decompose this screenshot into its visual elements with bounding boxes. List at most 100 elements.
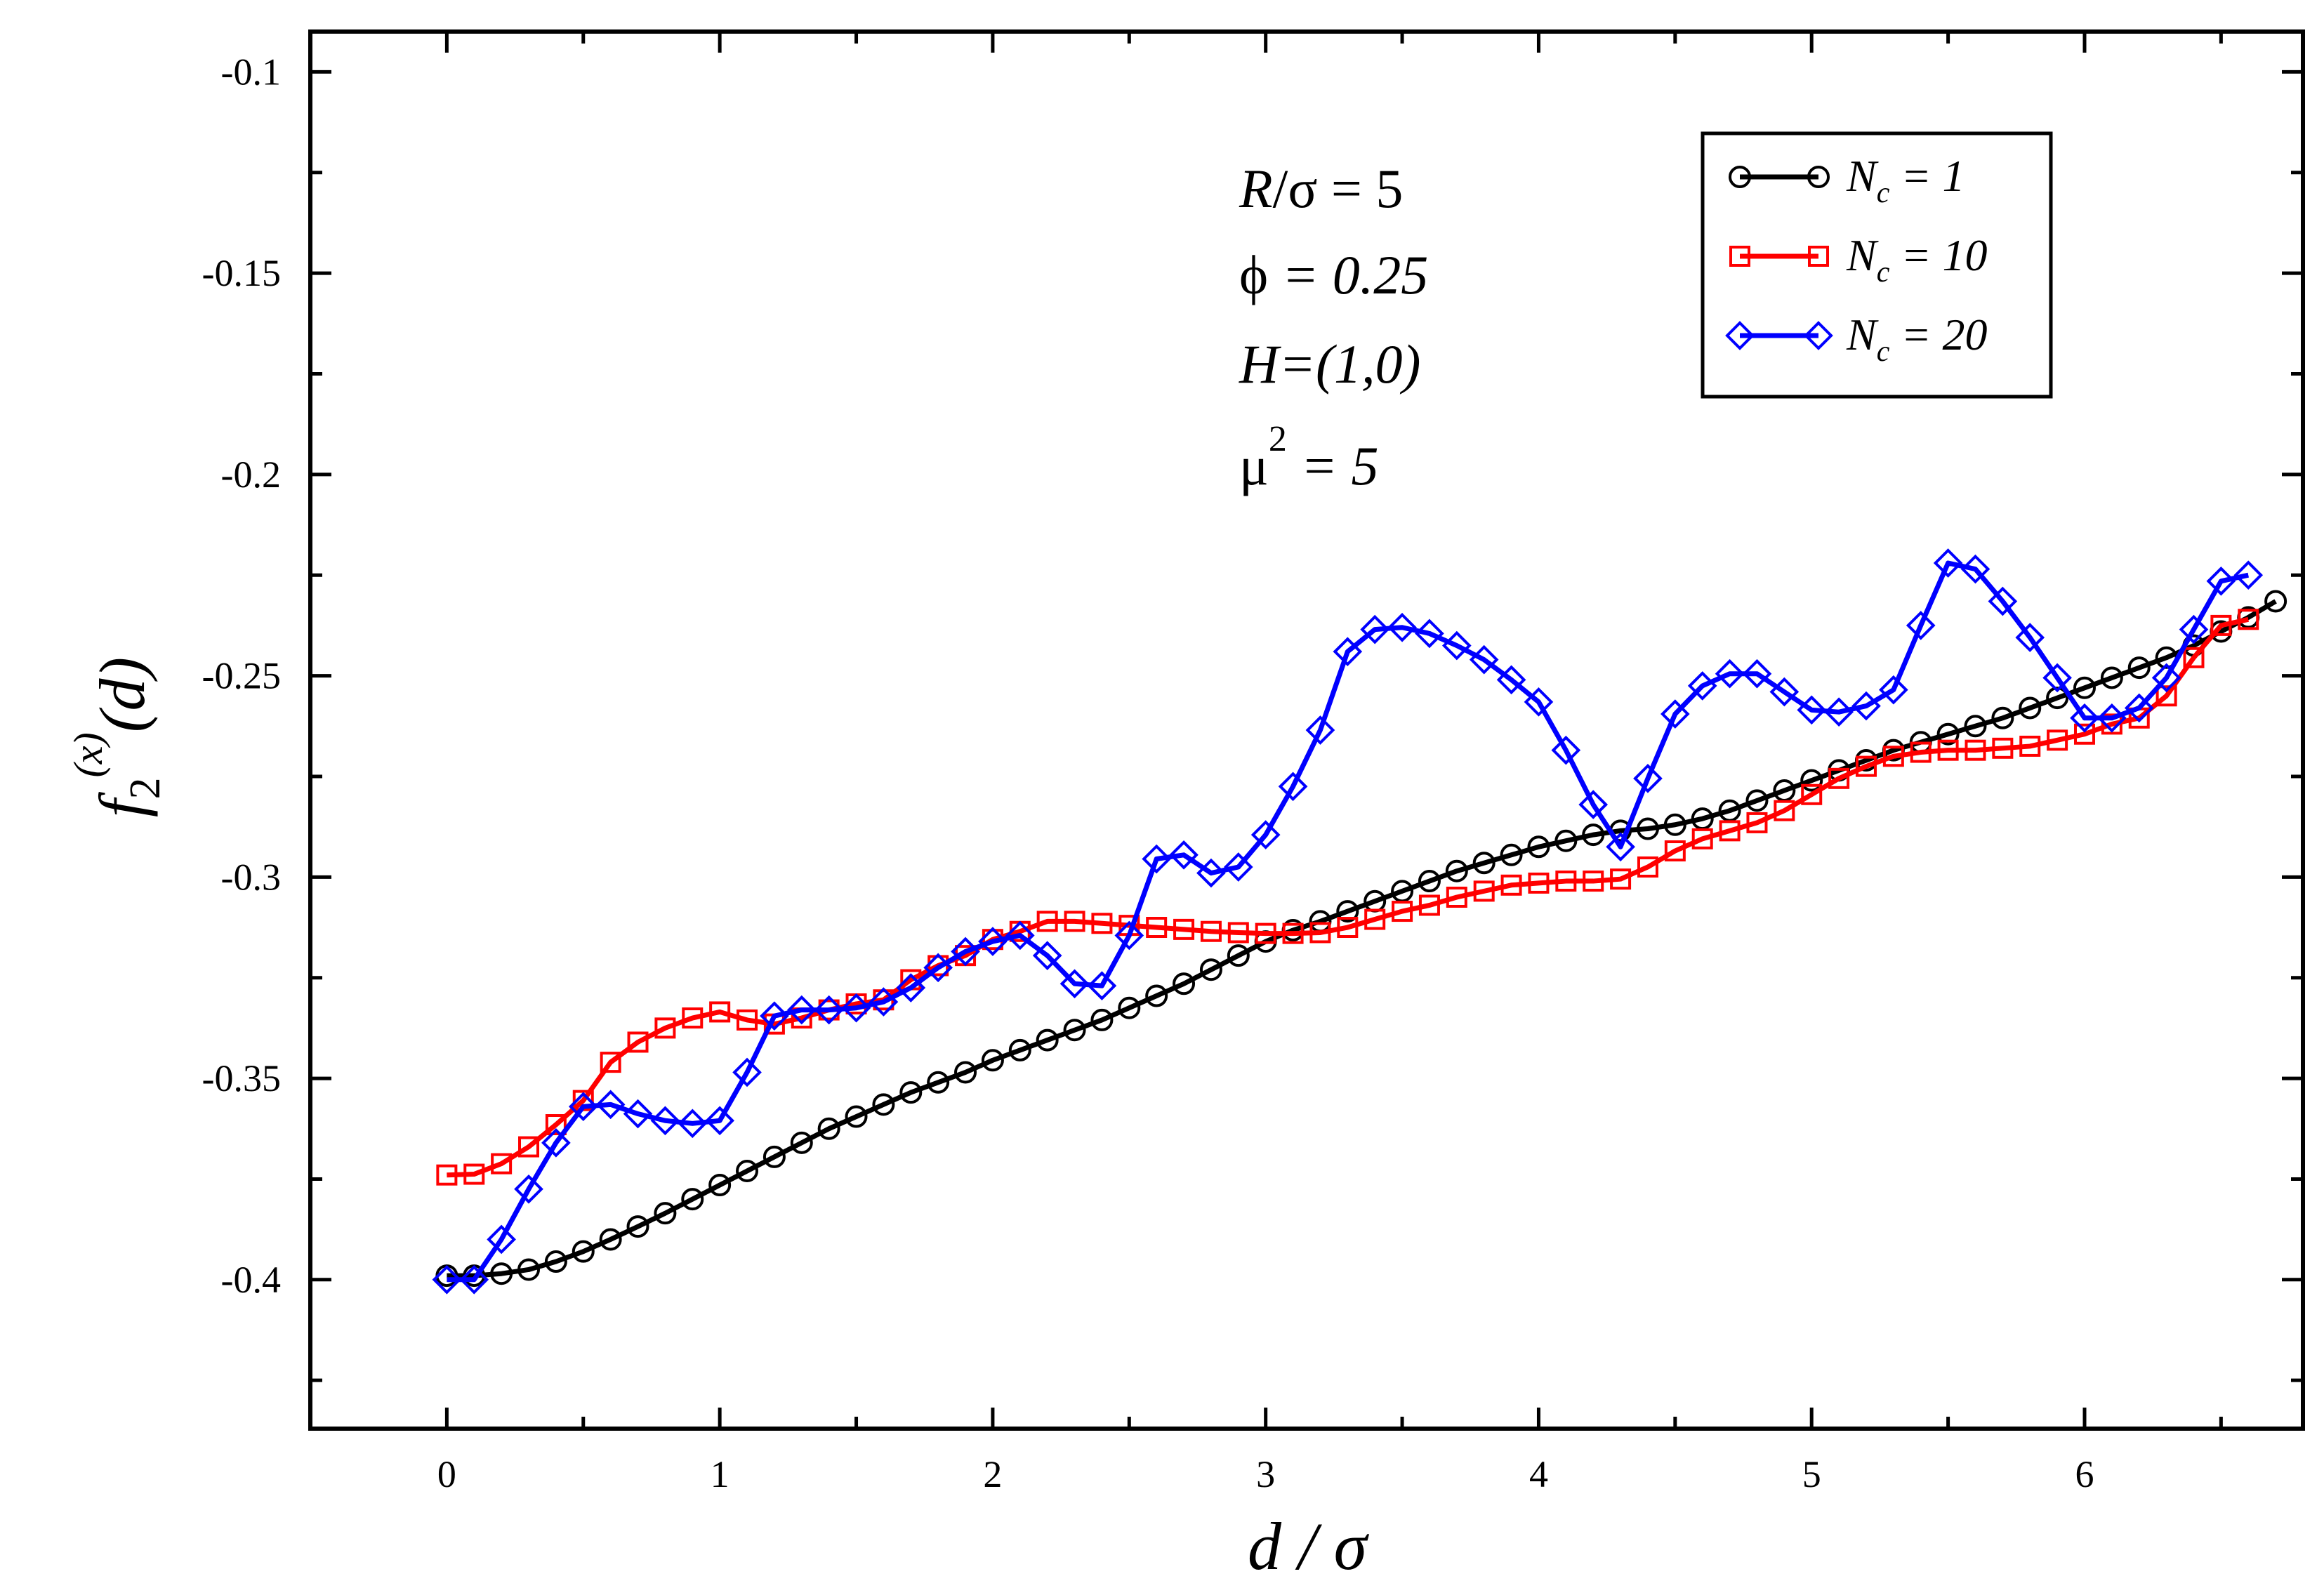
data-point [514, 1174, 543, 1204]
annotation-r-sigma: R/σ = 5 [1239, 158, 1403, 219]
plot-frame [308, 29, 2305, 1431]
data-point [732, 1057, 762, 1087]
data-point [1173, 918, 1195, 940]
data-point [709, 1001, 731, 1023]
data-point [1551, 735, 1581, 765]
data-point [1469, 644, 1499, 675]
data-point [737, 1009, 758, 1031]
data-point [2151, 663, 2181, 693]
data-point [1114, 920, 1144, 951]
data-point [1199, 958, 1222, 981]
data-point [1855, 755, 1877, 777]
legend-label-2: Nc = 10 [1846, 230, 1988, 289]
data-point [1500, 874, 1522, 896]
legend-marker [1725, 321, 1755, 350]
data-point [1196, 858, 1226, 888]
data-point [623, 1099, 653, 1129]
data-point [1637, 856, 1658, 878]
data-point [1146, 917, 1168, 939]
data-point [2100, 666, 2123, 689]
data-point [927, 1071, 950, 1094]
y-tick-label: -0.3 [221, 856, 281, 898]
data-point [678, 1109, 708, 1139]
data-point [1906, 611, 1936, 640]
data-point [1797, 695, 1827, 725]
data-point [2155, 685, 2177, 707]
series-layer [432, 548, 2287, 1295]
data-point [2124, 693, 2154, 723]
data-point [1960, 554, 1990, 584]
data-point [1472, 852, 1496, 875]
data-point [490, 1262, 513, 1285]
data-point [1360, 614, 1390, 644]
data-point [1445, 859, 1468, 882]
y-axis-label: f2(x)(d) [65, 657, 169, 817]
data-point [2042, 663, 2072, 693]
data-point [1933, 548, 1963, 578]
x-tick-label: 1 [711, 1453, 729, 1495]
data-point [869, 987, 899, 1017]
data-point [1418, 894, 1440, 916]
data-point [600, 1052, 621, 1073]
data-point [1364, 908, 1386, 930]
data-point [841, 993, 871, 1023]
annotation-h: H=(1,0) [1239, 333, 1420, 395]
data-point [1991, 706, 2014, 729]
data-point [1064, 911, 1085, 932]
data-point [1496, 665, 1526, 695]
data-point [1036, 911, 1058, 932]
data-point [654, 1202, 677, 1225]
data-point [2127, 656, 2151, 680]
data-point [1524, 687, 1554, 717]
y-tick-label: -0.25 [202, 655, 281, 697]
data-point [1059, 969, 1090, 999]
legend: Nc = 1 Nc = 10 Nc = 20 [1701, 131, 2053, 399]
data-point [1882, 746, 1904, 767]
series-line [447, 560, 2250, 1283]
data-point [545, 1114, 567, 1136]
data-point [1282, 922, 1304, 944]
data-point [1527, 835, 1550, 859]
data-point [518, 1136, 540, 1158]
data-point [1227, 922, 1249, 944]
legend-items [1725, 166, 1833, 350]
data-point [1937, 739, 1959, 761]
series-line [447, 599, 2277, 1278]
data-point [1555, 871, 1577, 892]
data-point [432, 1264, 462, 1295]
data-point [459, 1264, 489, 1295]
y-tick-label: -0.1 [221, 51, 281, 93]
data-point [627, 1031, 649, 1053]
data-point [436, 1164, 458, 1186]
axis-layer: 0 1 2 3 4 5 6 -0.4 -0.35 -0.3 -0.25 -0.2 -0.15 -0.1 [202, 32, 2303, 1495]
data-point [1446, 886, 1467, 908]
data-point [1008, 1038, 1031, 1061]
data-point [1936, 722, 1960, 746]
data-point [595, 1090, 626, 1120]
data-point [1636, 817, 1659, 840]
data-point [1223, 852, 1253, 882]
data-point [1336, 900, 1359, 923]
data-point [978, 927, 1008, 956]
data-point [1227, 944, 1250, 967]
data-point [1715, 659, 1745, 689]
data-point [896, 973, 926, 1003]
data-point [1746, 812, 1768, 833]
series-3 [432, 548, 2264, 1295]
legend-marker [1729, 246, 1750, 267]
data-point [1473, 880, 1495, 902]
data-point [1036, 1028, 1059, 1052]
data-point [1087, 971, 1117, 1000]
data-point [899, 1081, 923, 1104]
data-point [1578, 790, 1609, 819]
x-tick-label: 3 [1256, 1453, 1275, 1495]
data-point [1278, 772, 1308, 802]
legend-marker [1808, 246, 1829, 267]
data-point [1415, 618, 1444, 649]
data-point [1500, 843, 1523, 866]
series-1 [435, 590, 2287, 1288]
legend-marker [1807, 166, 1830, 188]
x-axis-label: d / σ [1248, 1509, 1370, 1584]
data-point [599, 1228, 622, 1251]
data-point [1606, 832, 1635, 862]
